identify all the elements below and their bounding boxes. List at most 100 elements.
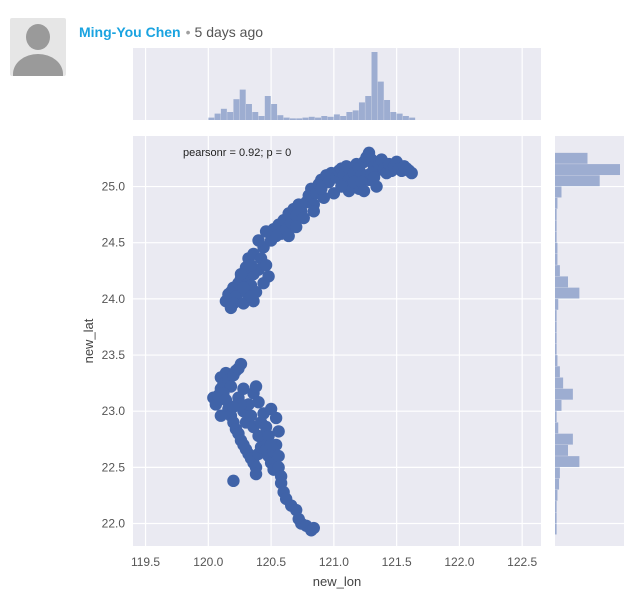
scatter-point: [259, 258, 273, 272]
right-histogram-bar: [555, 377, 564, 389]
right-histogram-bar: [555, 343, 557, 355]
right-histogram-bar: [555, 175, 600, 187]
right-histogram-bar: [555, 456, 580, 468]
scatter-point: [249, 380, 263, 393]
right-histogram-bar: [555, 332, 557, 344]
scatter-point: [272, 425, 285, 438]
top-histogram-bar: [296, 118, 303, 120]
scatter-point: [234, 357, 248, 371]
scatter-point: [290, 220, 303, 234]
top-histogram-bar: [396, 113, 403, 120]
top-histogram-bar: [340, 116, 347, 120]
right-histogram-bar: [555, 523, 557, 535]
top-histogram-bar: [289, 118, 296, 120]
scatter-points-group: [207, 146, 418, 537]
right-histogram-bar: [555, 287, 580, 299]
right-histogram-bar: [555, 220, 557, 232]
scatter-point: [357, 184, 371, 198]
x-tick-label: 122.5: [507, 555, 537, 569]
scatter-point: [307, 521, 320, 535]
y-axis-label: new_lat: [81, 318, 96, 363]
right-histogram-bar: [555, 512, 557, 524]
top-histogram-bar: [258, 116, 265, 120]
jointplot-chart: 119.5 120.0 120.5 121.0 121.5 122.0 122.5 22.0 2…: [81, 48, 624, 589]
top-histogram-bar: [308, 116, 315, 120]
top-histogram-bar: [302, 117, 309, 120]
scatter-point: [269, 229, 283, 243]
right-histogram-bar: [555, 467, 560, 479]
top-histogram-bar: [271, 104, 278, 120]
right-histogram-bar: [555, 242, 558, 254]
y-tick-label: 22.0: [102, 517, 126, 531]
scatter-point: [214, 409, 228, 422]
jointplot-image: 119.5 120.0 120.5 121.0 121.5 122.0 122.5 22.0 2…: [79, 48, 644, 598]
right-histogram-bar: [555, 433, 573, 445]
top-histogram-bar: [352, 110, 359, 120]
scatter-point: [224, 301, 238, 315]
scatter-point: [227, 474, 240, 488]
top-histogram-bar: [252, 112, 259, 120]
scatter-point: [244, 409, 258, 422]
top-histogram-bar: [384, 100, 391, 120]
scatter-point: [252, 396, 265, 409]
scatter-point: [237, 382, 250, 395]
right-histogram-bar: [555, 310, 557, 322]
scatter-point: [370, 180, 383, 193]
scatter-point: [297, 211, 310, 225]
top-histogram-bar: [402, 116, 409, 120]
scatter-point: [234, 267, 248, 281]
y-tick-label: 24.5: [102, 236, 126, 250]
x-tick-label: 121.0: [319, 555, 349, 569]
scatter-point: [237, 281, 250, 294]
scatter-point: [252, 234, 265, 247]
y-tick-label: 25.0: [102, 180, 126, 194]
scatter-point: [257, 276, 270, 290]
top-histogram-bar: [377, 81, 384, 120]
scatter-point: [272, 449, 285, 463]
scatter-point: [249, 467, 263, 481]
author-name[interactable]: Ming-You Chen: [79, 24, 181, 40]
top-histogram-bar: [233, 99, 240, 120]
scatter-point: [244, 290, 258, 303]
scatter-point: [315, 182, 328, 195]
comment-timestamp[interactable]: 5 days ago: [194, 24, 264, 40]
right-histogram-bar: [555, 265, 560, 277]
y-tick-label: 23.5: [102, 348, 126, 362]
top-histogram-bar: [346, 112, 353, 120]
x-tick-label: 119.5: [131, 555, 160, 569]
right-histogram-bar: [555, 152, 588, 164]
top-histogram-bar: [390, 112, 397, 120]
top-histogram-bar: [365, 96, 372, 120]
y-tick-label: 22.5: [102, 460, 126, 474]
comment-header: Ming-You Chen • 5 days ago: [79, 22, 263, 42]
x-axis-label: new_lon: [313, 574, 361, 589]
top-histogram-bar: [227, 112, 234, 120]
scatter-point: [227, 400, 240, 413]
right-histogram-bar: [555, 388, 573, 400]
separator-dot: •: [185, 24, 191, 40]
right-histogram-bar: [555, 399, 562, 411]
right-histogram-bar: [555, 186, 562, 198]
top-histogram-bar: [277, 115, 284, 120]
right-histogram-bar: [555, 298, 559, 310]
scatter-point: [259, 225, 273, 238]
right-marginal-background: [555, 136, 624, 546]
top-histogram-bar: [283, 117, 290, 120]
avatar[interactable]: [10, 18, 66, 76]
scatter-point: [244, 258, 258, 272]
top-histogram-bar: [321, 116, 328, 120]
right-histogram-bar: [555, 422, 559, 434]
right-histogram-bar: [555, 164, 620, 176]
x-tick-label: 120.0: [193, 555, 223, 569]
right-histogram-bar: [555, 231, 557, 243]
right-histogram-bar: [555, 355, 558, 366]
right-histogram-bar: [555, 444, 568, 456]
right-histogram-bar: [555, 501, 557, 513]
top-marginal-background: [133, 48, 541, 120]
x-tick-label: 121.5: [382, 555, 412, 569]
right-histogram-bar: [555, 197, 558, 209]
top-histogram-bar: [315, 117, 322, 120]
scatter-point: [252, 429, 265, 443]
scatter-point: [307, 205, 320, 218]
right-histogram-bar: [555, 366, 560, 378]
